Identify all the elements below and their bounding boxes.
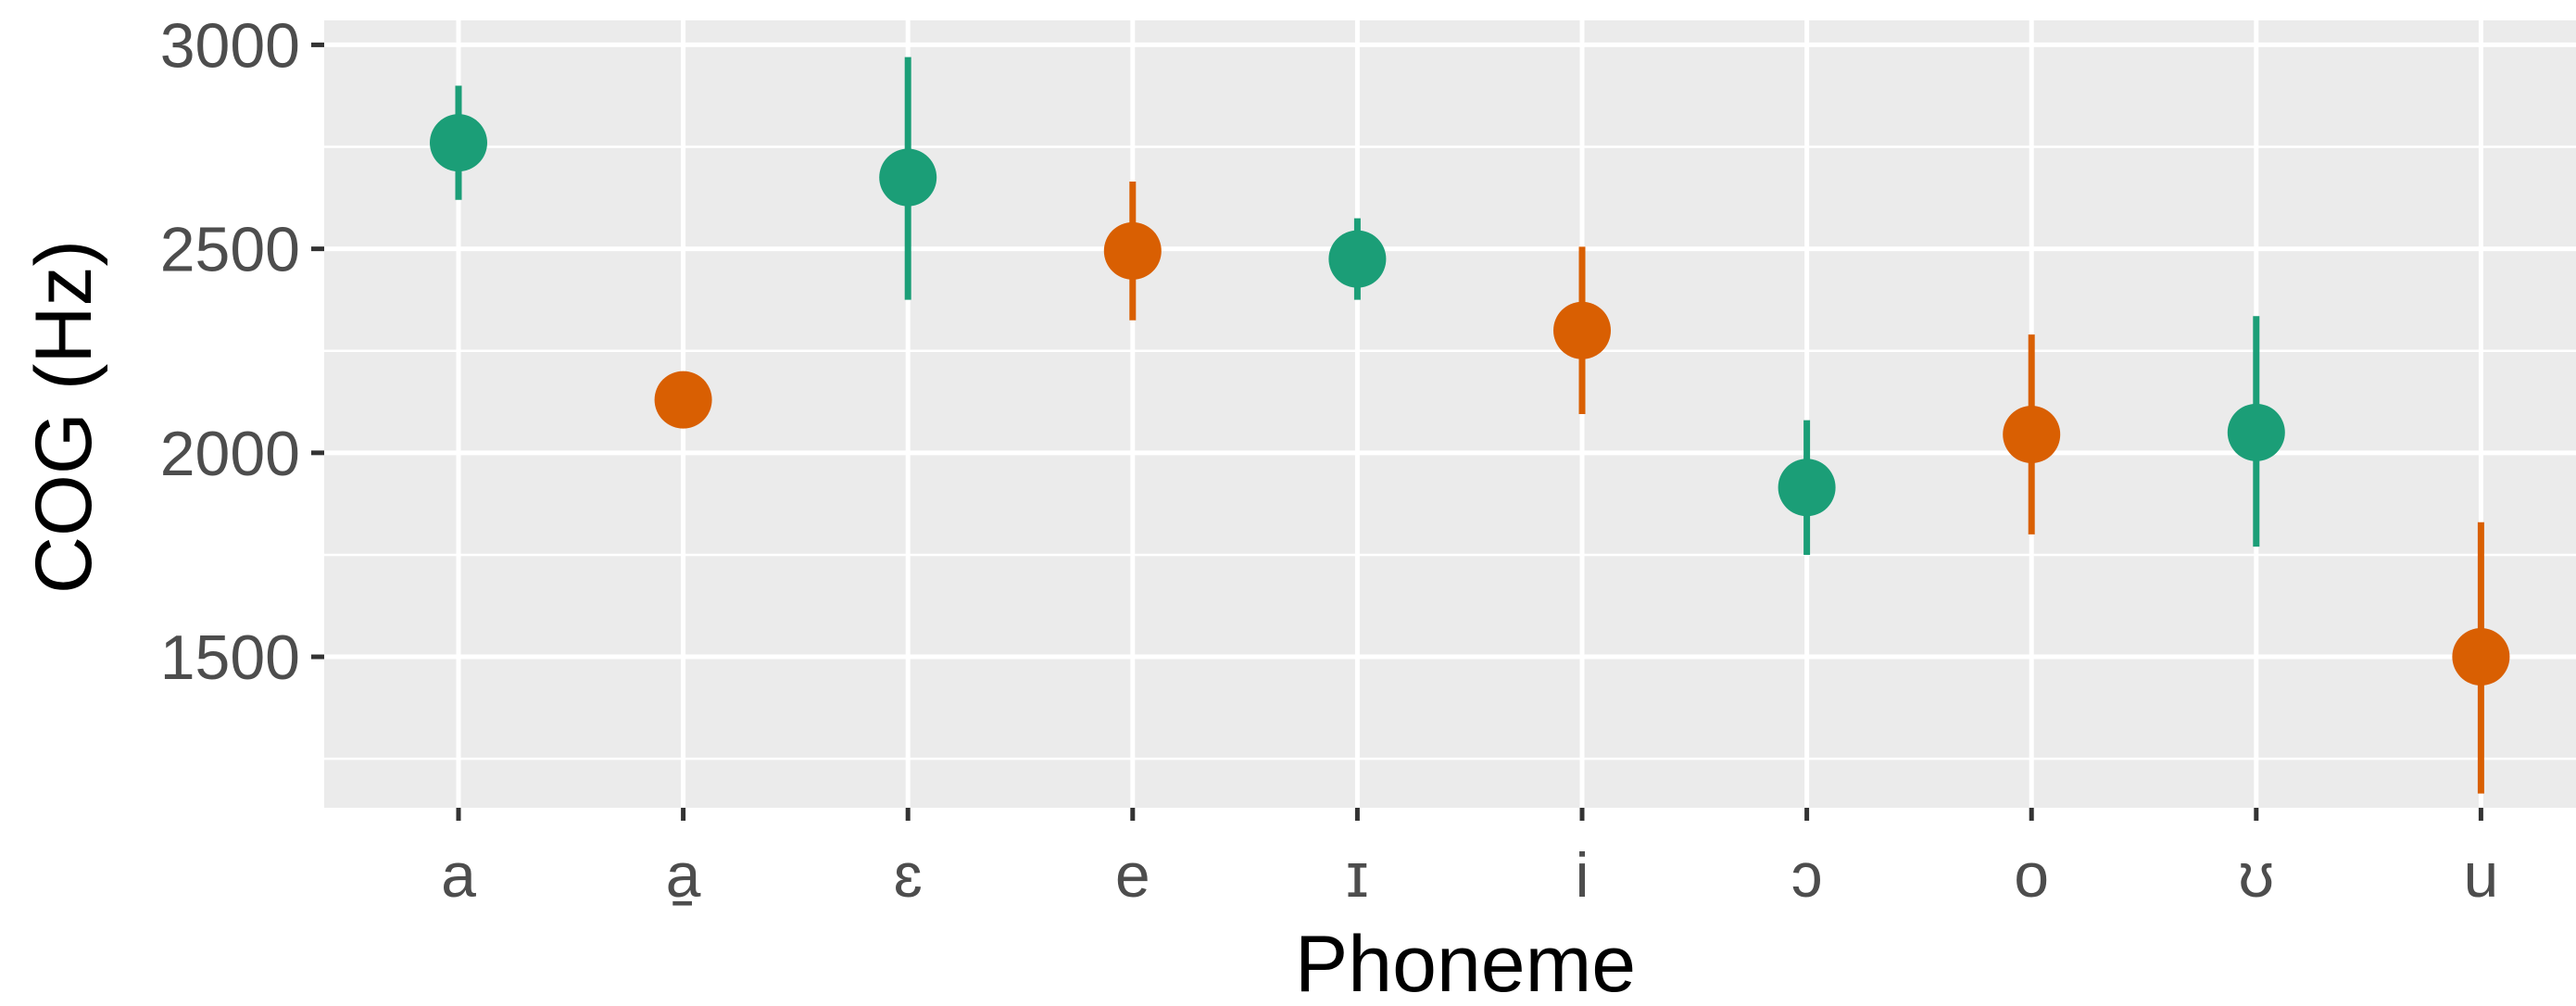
y-tick-label: 1500 xyxy=(160,622,300,693)
data-point xyxy=(2452,628,2510,686)
y-axis-title: COG (Hz) xyxy=(19,240,108,594)
data-point xyxy=(430,114,487,172)
data-point xyxy=(1328,230,1387,288)
x-tick-label: ɔ xyxy=(1791,840,1823,911)
x-tick-label: ɛ xyxy=(894,840,923,911)
x-axis-title: Phoneme xyxy=(1295,920,1636,1006)
data-point xyxy=(1778,459,1836,517)
minor-gridlines xyxy=(324,145,2576,761)
data-point xyxy=(879,148,937,207)
x-tick-label: ɪ xyxy=(1346,840,1368,911)
y-tick-label: 3000 xyxy=(160,10,300,81)
data-point xyxy=(1553,301,1611,359)
data-point xyxy=(1103,221,1162,280)
y-tick-label: 2000 xyxy=(160,419,300,489)
x-tick-label: a xyxy=(441,840,476,911)
x-tick-label: ʊ xyxy=(2238,840,2274,911)
data-point xyxy=(2227,403,2285,461)
x-tick-label: i xyxy=(1575,840,1589,911)
x-tick-label: o xyxy=(2014,840,2049,911)
x-tick-label: u xyxy=(2463,840,2498,911)
x-axis: a a̠ ɛ e ɪ i ɔ o ʊ u xyxy=(441,808,2498,911)
x-tick-label: a̠ xyxy=(666,840,701,911)
x-tick-label: e xyxy=(1115,840,1150,911)
data-point xyxy=(654,371,712,429)
y-tick-label: 2500 xyxy=(160,215,300,285)
data-points xyxy=(430,114,2510,686)
data-point xyxy=(2003,406,2061,464)
y-axis: 1500 2000 2500 3000 xyxy=(160,10,324,693)
